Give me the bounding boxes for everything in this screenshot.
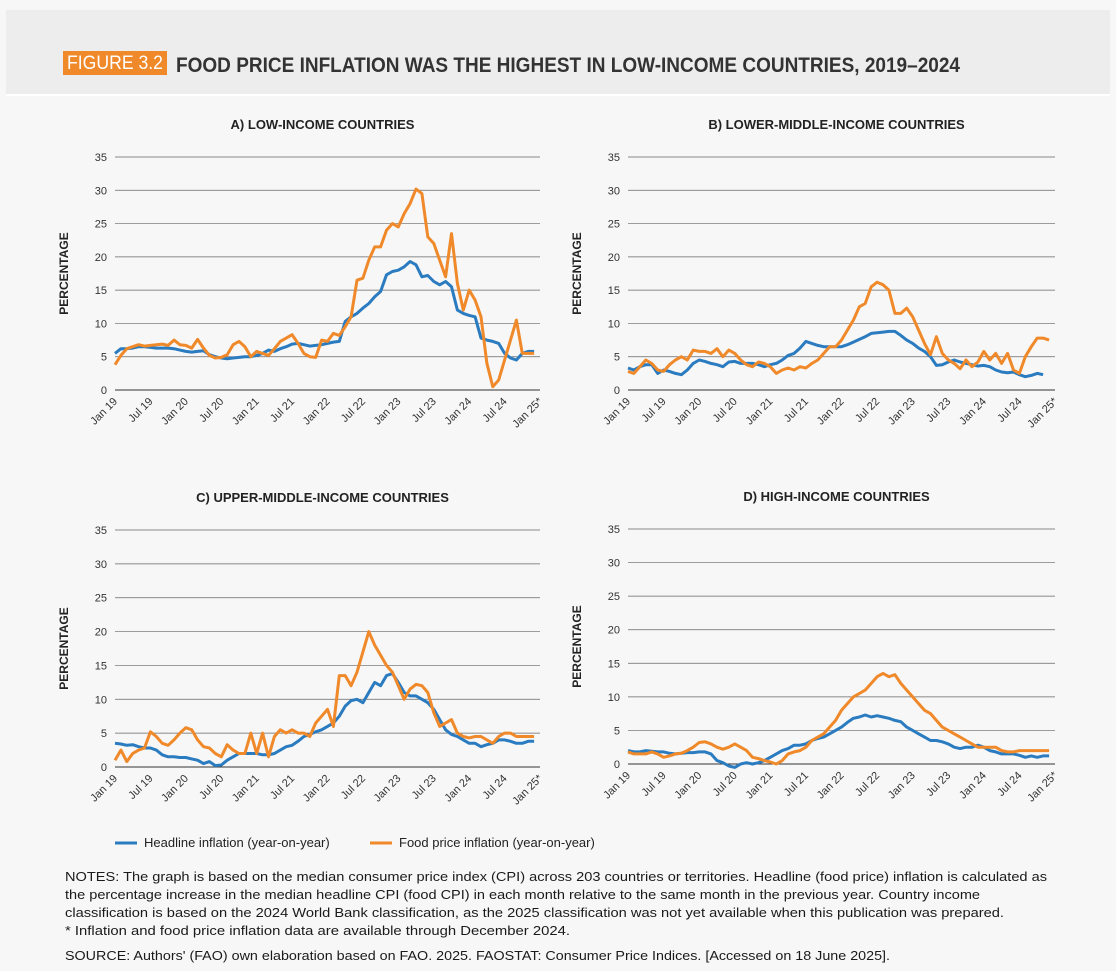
note-line: NOTES: The graph is based on the median …	[65, 869, 1048, 884]
series-line	[114, 260, 535, 362]
y-tick-label: 25	[95, 593, 107, 605]
y-tick-label: 35	[95, 525, 107, 537]
y-tick-label: 25	[608, 591, 620, 603]
y-tick-label: 30	[95, 559, 107, 571]
y-tick-label: 20	[608, 625, 620, 637]
figure-number: FIGURE 3.2	[67, 53, 163, 74]
y-tick-label: 10	[95, 694, 107, 706]
y-tick-label: 30	[608, 185, 620, 197]
y-tick-label: 5	[614, 352, 620, 364]
note-line: the percentage increase in the median he…	[65, 887, 980, 902]
y-tick-label: 10	[608, 692, 620, 704]
y-tick-label: 15	[608, 285, 620, 297]
panel-title: B) LOWER-MIDDLE-INCOME COUNTRIES	[708, 117, 965, 132]
y-axis-label: PERCENTAGE	[57, 232, 71, 314]
y-tick-label: 25	[608, 219, 620, 231]
y-tick-label: 5	[101, 352, 107, 364]
series-line	[113, 630, 535, 764]
y-tick-label: 30	[95, 185, 107, 197]
note-line: classification is based on the 2024 Worl…	[65, 905, 1004, 920]
y-tick-label: 0	[101, 385, 107, 397]
y-tick-label: 35	[95, 152, 107, 164]
figure-title: FOOD PRICE INFLATION WAS THE HIGHEST IN …	[176, 54, 960, 77]
y-tick-label: 20	[608, 252, 620, 264]
series-line	[627, 280, 1050, 375]
header-band	[6, 10, 1110, 94]
y-tick-label: 5	[614, 725, 620, 737]
note-line: * Inflation and food price inflation dat…	[65, 923, 570, 938]
y-axis-label: PERCENTAGE	[570, 605, 584, 687]
y-tick-label: 15	[95, 660, 107, 672]
legend-label: Food price inflation (year-on-year)	[399, 835, 595, 850]
y-tick-label: 15	[608, 658, 620, 670]
y-tick-label: 25	[95, 219, 107, 231]
y-tick-label: 0	[101, 762, 107, 774]
y-axis-label: PERCENTAGE	[57, 607, 71, 689]
panel-title: D) HIGH-INCOME COUNTRIES	[743, 489, 930, 504]
y-tick-label: 20	[95, 627, 107, 639]
y-tick-label: 0	[614, 385, 620, 397]
source: SOURCE: Authors' (FAO) own elaboration b…	[65, 948, 890, 963]
series-line	[113, 187, 535, 389]
y-tick-label: 20	[95, 252, 107, 264]
y-tick-label: 30	[608, 558, 620, 570]
y-tick-label: 15	[95, 285, 107, 297]
panel-title: C) UPPER-MIDDLE-INCOME COUNTRIES	[196, 490, 449, 505]
y-tick-label: 0	[614, 759, 620, 771]
figure-badge	[63, 51, 167, 75]
legend-label: Headline inflation (year-on-year)	[144, 835, 330, 850]
series-line	[114, 672, 535, 768]
y-tick-label: 10	[95, 318, 107, 330]
y-tick-label: 5	[101, 728, 107, 740]
series-line	[627, 671, 1050, 766]
series-line	[627, 713, 1050, 769]
y-tick-label: 10	[608, 318, 620, 330]
panel-title: A) LOW-INCOME COUNTRIES	[231, 117, 415, 132]
y-axis-label: PERCENTAGE	[570, 232, 584, 314]
y-tick-label: 35	[608, 152, 620, 164]
y-tick-label: 35	[608, 524, 620, 536]
